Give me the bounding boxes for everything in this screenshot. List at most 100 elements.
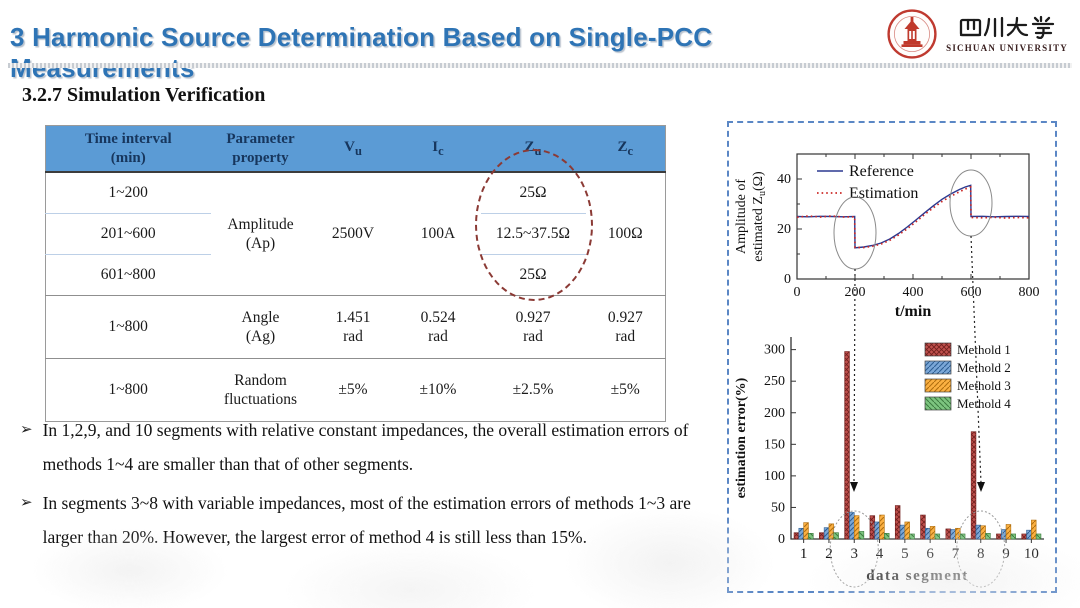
- university-english-name: SICHUAN UNIVERSITY: [946, 43, 1068, 53]
- bar-seg8-method4: [985, 533, 991, 540]
- bar-chart-legend: Methold 1 Methold 2 Methold 3 Methold 4: [924, 342, 1011, 411]
- table-cell: 12.5~37.5Ω: [480, 213, 586, 255]
- university-logo: SICHUAN UNIVERSITY: [886, 8, 1068, 60]
- svg-text:50: 50: [771, 500, 785, 515]
- table-cell: 601~800: [45, 254, 211, 296]
- table-cell: ±5%: [585, 358, 666, 422]
- table-cell: 0.927 rad: [585, 295, 666, 359]
- bar-seg4-method1: [869, 515, 876, 540]
- bar-seg5-method3: [904, 521, 910, 540]
- table-header-cell: Zu: [480, 125, 586, 173]
- bar-seg8-method1: [970, 431, 977, 540]
- svg-text:6: 6: [926, 546, 934, 562]
- svg-text:0: 0: [778, 532, 785, 547]
- bar-seg4-method3: [879, 514, 885, 540]
- bar-seg2-method4: [833, 532, 839, 540]
- svg-text:Methold 3: Methold 3: [957, 378, 1011, 393]
- bar-seg8-method3: [980, 525, 986, 540]
- university-chinese-name: [959, 15, 1055, 40]
- bar-seg1-method3: [803, 522, 809, 540]
- table-cell: 100Ω: [585, 172, 666, 296]
- table-cell: Angle (Ag): [210, 295, 311, 359]
- bar-seg4-method4: [884, 533, 890, 540]
- svg-text:150: 150: [764, 437, 785, 452]
- svg-text:2: 2: [825, 546, 833, 562]
- bar-seg9-method1: [996, 533, 1002, 540]
- table-cell: 25Ω: [480, 172, 586, 214]
- table-cell: 201~600: [45, 213, 211, 255]
- bar-seg10-method2: [1026, 529, 1032, 540]
- svg-text:4: 4: [876, 546, 884, 562]
- table-cell: ±2.5%: [480, 358, 586, 422]
- svg-text:0: 0: [794, 285, 801, 300]
- svg-text:5: 5: [901, 546, 909, 562]
- svg-text:800: 800: [1019, 285, 1040, 300]
- svg-text:8: 8: [977, 546, 985, 562]
- svg-text:Estimation: Estimation: [849, 185, 918, 202]
- bar-seg1-method4: [808, 533, 814, 540]
- bar-seg8-method2: [975, 524, 982, 540]
- svg-text:Methold 4: Methold 4: [957, 396, 1011, 411]
- section-heading: 3.2.7 Simulation Verification: [22, 84, 266, 106]
- bar-seg7-method4: [959, 533, 966, 540]
- table-cell: 100A: [395, 172, 481, 296]
- parameters-table-wrap: Time interval (min) Parameter property Vu Ic Z…: [45, 125, 666, 422]
- svg-text:7: 7: [952, 546, 960, 562]
- svg-text:0: 0: [784, 272, 791, 287]
- table-header-cell: Time interval (min): [45, 125, 211, 173]
- estimation-error-bar-chart: 0 50 100 150 200 250 300 1 2 3 4 5 6 7 8 9 10 data segmen…: [734, 337, 1044, 588]
- bar-seg3-method3: [853, 515, 860, 540]
- table-cell: ±5%: [310, 358, 396, 422]
- bar-seg1-method1: [793, 532, 800, 540]
- svg-text:20: 20: [777, 222, 791, 237]
- table-cell: ±10%: [395, 358, 481, 422]
- bar-seg6-method2: [925, 527, 931, 540]
- bar-seg5-method4: [909, 533, 915, 540]
- bar-seg10-method4: [1035, 533, 1042, 540]
- svg-text:estimated Zu(Ω): estimated Zu(Ω): [751, 171, 768, 262]
- bar-seg5-method1: [894, 505, 901, 540]
- svg-text:600: 600: [961, 285, 982, 300]
- bullet-text: In segments 3~8 with variable impedances…: [42, 493, 691, 547]
- bar-seg6-method1: [920, 514, 926, 540]
- table-cell: Random fluctuations: [210, 358, 311, 422]
- svg-text:10: 10: [1024, 546, 1039, 562]
- bar-seg3-method1: [844, 351, 850, 540]
- table-cell: 1~800: [45, 358, 211, 422]
- table-cell: 0.524 rad: [395, 295, 481, 359]
- bar-seg7-method2: [950, 529, 956, 540]
- bullet-arrow-icon: ➢: [20, 495, 33, 512]
- bullet-item: ➢ In segments 3~8 with variable impedance…: [20, 487, 712, 554]
- table-cell: 1~800: [45, 295, 211, 359]
- table-header-cell: Parameter property: [210, 125, 311, 173]
- table-cell: 1~200: [45, 172, 211, 214]
- bar-seg6-method4: [934, 533, 941, 540]
- svg-text:estimation error(%): estimation error(%): [734, 377, 749, 498]
- bullet-arrow-icon: ➢: [20, 422, 33, 438]
- svg-text:250: 250: [764, 374, 785, 389]
- bar-seg3-method2: [849, 512, 855, 540]
- simulation-parameters-table: Time interval (min) Parameter property Vu Ic Z…: [45, 125, 666, 422]
- bar-seg7-method1: [945, 528, 951, 540]
- charts-panel: 0 200 400 600 800 0 20 40 t/min Amplitude of estim…: [727, 121, 1057, 593]
- bullet-item: ➢ In 1,2,9, and 10 segments with relative…: [20, 414, 712, 481]
- svg-text:3: 3: [851, 546, 859, 562]
- bar-seg3-method4: [858, 531, 865, 540]
- bar-seg2-method2: [823, 527, 830, 540]
- line-series-reference: [796, 184, 1030, 249]
- university-seal-icon: [887, 9, 937, 59]
- svg-text:Reference: Reference: [849, 163, 914, 180]
- svg-text:data segment: data segment: [866, 568, 969, 584]
- svg-text:9: 9: [1002, 546, 1010, 562]
- line-series-estimation: [796, 185, 1030, 249]
- bar-seg10-method3: [1031, 519, 1037, 540]
- table-cell: 25Ω: [480, 254, 586, 296]
- svg-text:40: 40: [777, 172, 791, 187]
- bar-seg6-method3: [929, 526, 936, 540]
- bar-seg5-method2: [899, 524, 906, 540]
- bar-seg10-method1: [1021, 533, 1027, 540]
- table-header-cell: Ic: [395, 125, 481, 173]
- bar-seg9-method4: [1010, 533, 1016, 540]
- table-header-cell: Vu: [310, 125, 396, 173]
- svg-text:200: 200: [845, 285, 866, 300]
